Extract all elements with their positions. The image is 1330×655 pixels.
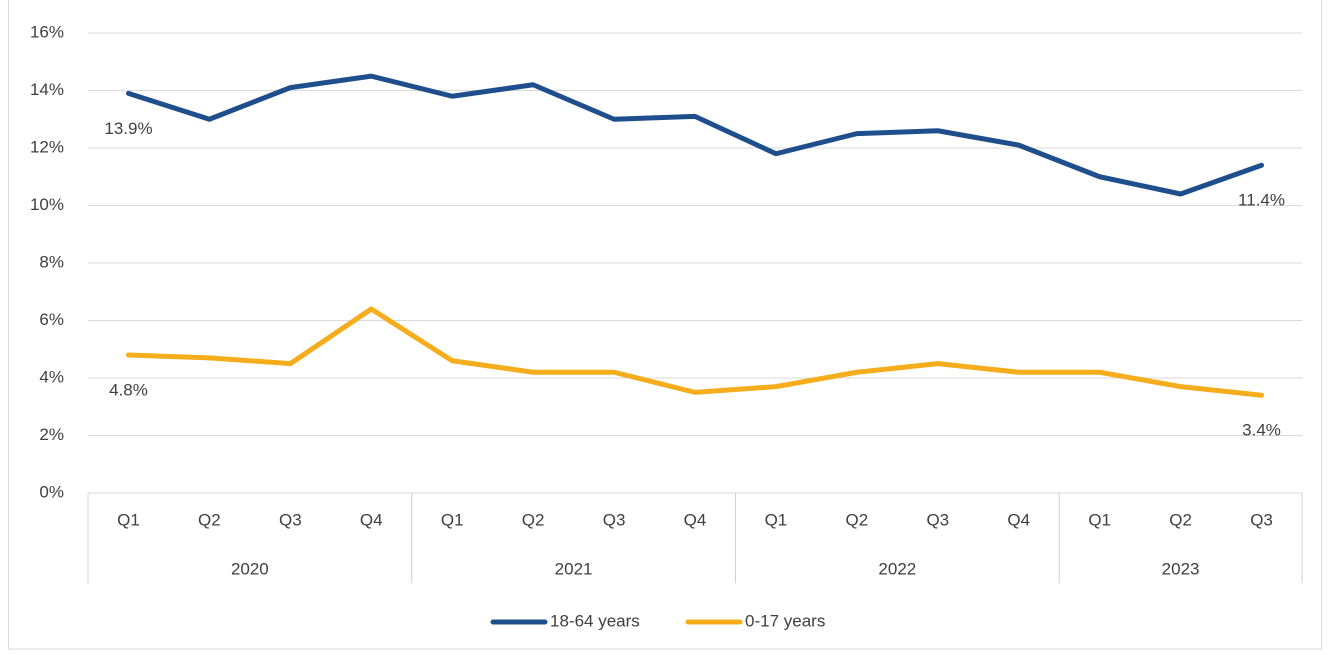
x-tick-label: Q3 <box>926 510 949 529</box>
y-tick-label: 16% <box>30 22 64 41</box>
y-tick-label: 12% <box>30 137 64 156</box>
data-label: 11.4% <box>1238 191 1285 210</box>
series-line <box>125 306 1265 398</box>
y-tick-label: 8% <box>39 252 64 271</box>
data-label: 13.9% <box>104 119 152 138</box>
x-tick-label: Q1 <box>1088 510 1111 529</box>
data-label: 4.8% <box>109 380 148 399</box>
x-tick-label: Q2 <box>522 510 545 529</box>
x-tick-label: Q4 <box>360 510 383 529</box>
y-tick-label: 14% <box>30 80 64 99</box>
data-label: 3.4% <box>1242 421 1281 440</box>
y-tick-label: 2% <box>39 425 64 444</box>
series-line <box>125 73 1265 197</box>
y-tick-label: 10% <box>30 195 64 214</box>
x-tick-label: Q1 <box>765 510 788 529</box>
x-tick-label: Q3 <box>1250 510 1273 529</box>
x-tick-label: Q2 <box>846 510 869 529</box>
y-tick-label: 4% <box>39 367 64 386</box>
x-tick-label: Q1 <box>441 510 464 529</box>
x-tick-label: Q4 <box>684 510 707 529</box>
group-label: 2021 <box>555 559 593 578</box>
x-tick-label: Q2 <box>198 510 221 529</box>
x-tick-label: Q1 <box>117 510 140 529</box>
group-label: 2020 <box>231 559 269 578</box>
chart-border <box>8 0 1322 650</box>
x-tick-label: Q2 <box>1169 510 1192 529</box>
x-tick-label: Q4 <box>1007 510 1030 529</box>
x-tick-label: Q3 <box>603 510 626 529</box>
x-tick-label: Q3 <box>279 510 302 529</box>
y-tick-label: 0% <box>39 482 64 501</box>
legend-label: 18-64 years <box>550 611 640 630</box>
y-tick-label: 6% <box>39 310 64 329</box>
group-label: 2022 <box>878 559 916 578</box>
group-label: 2023 <box>1162 559 1200 578</box>
legend-label: 0-17 years <box>745 611 825 630</box>
